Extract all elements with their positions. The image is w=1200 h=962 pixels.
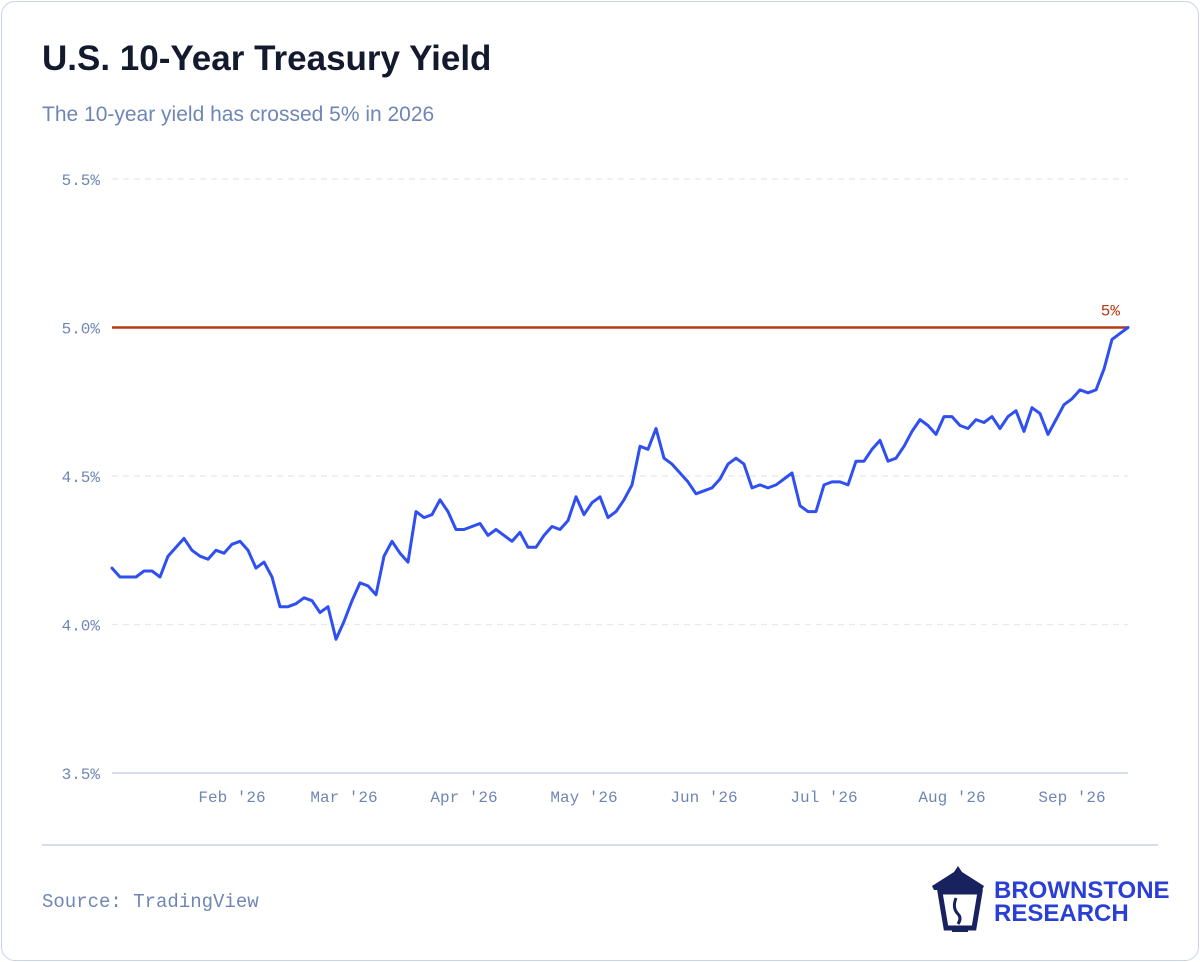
chart-title: U.S. 10-Year Treasury Yield xyxy=(42,39,491,78)
logo-icon xyxy=(932,866,984,932)
x-tick-label: Feb '26 xyxy=(198,789,265,807)
brand-line1: BROWNSTONE xyxy=(994,877,1170,904)
y-tick-label: 4.0% xyxy=(62,618,101,636)
chart-subtitle: The 10-year yield has crossed 5% in 2026 xyxy=(42,103,434,126)
series-line xyxy=(110,326,1130,641)
y-tick-label: 3.5% xyxy=(62,766,101,784)
x-tick-label: Apr '26 xyxy=(430,789,497,807)
reference-label: 5% xyxy=(1101,303,1121,321)
x-tick-label: Sep '26 xyxy=(1038,789,1105,807)
x-tick-label: Mar '26 xyxy=(310,789,377,807)
y-tick-label: 5.5% xyxy=(62,172,101,190)
brand-line2: RESEARCH xyxy=(994,900,1129,927)
source: Source: TradingView xyxy=(42,891,259,913)
x-tick-label: Jul '26 xyxy=(790,789,857,807)
x-tick-label: May '26 xyxy=(550,789,617,807)
y-tick-label: 5.0% xyxy=(62,321,101,339)
x-tick-label: Jun '26 xyxy=(670,789,737,807)
x-tick-label: Aug '26 xyxy=(918,789,985,807)
y-tick-label: 4.5% xyxy=(62,469,101,487)
